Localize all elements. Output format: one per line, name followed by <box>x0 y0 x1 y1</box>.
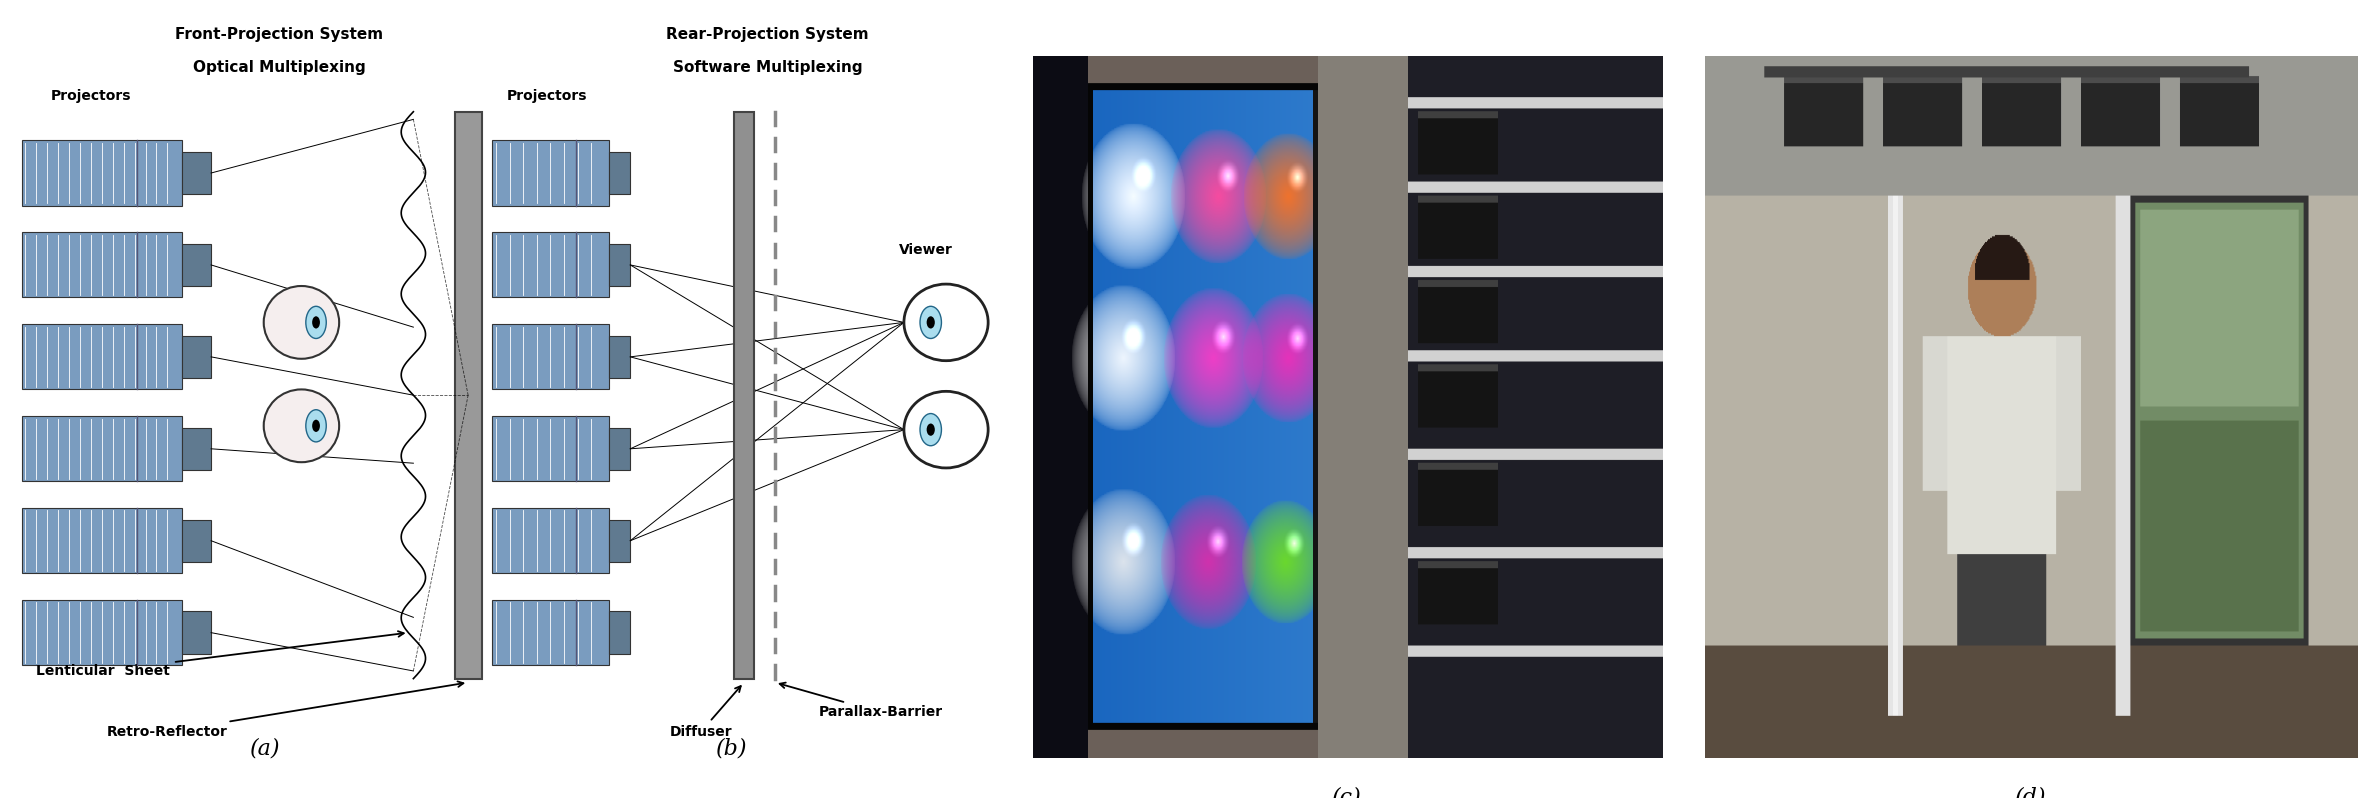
Ellipse shape <box>926 316 935 329</box>
Text: Diffuser: Diffuser <box>669 686 741 739</box>
Text: Software Multiplexing: Software Multiplexing <box>672 61 862 75</box>
Text: Projectors: Projectors <box>50 89 131 103</box>
Bar <box>610 152 631 194</box>
Ellipse shape <box>311 420 320 432</box>
Bar <box>183 243 211 286</box>
Bar <box>491 140 610 206</box>
Text: Projectors: Projectors <box>508 89 589 103</box>
Text: Retro-Reflector: Retro-Reflector <box>107 681 463 739</box>
Ellipse shape <box>904 391 988 468</box>
Bar <box>610 243 631 286</box>
Bar <box>491 600 610 666</box>
Ellipse shape <box>311 316 320 329</box>
Ellipse shape <box>306 306 325 338</box>
Text: (a): (a) <box>249 737 280 759</box>
Ellipse shape <box>264 286 339 359</box>
Bar <box>183 152 211 194</box>
Bar <box>610 428 631 470</box>
Bar <box>183 336 211 378</box>
Bar <box>610 336 631 378</box>
Bar <box>610 519 631 562</box>
Ellipse shape <box>306 409 325 442</box>
Bar <box>734 112 753 678</box>
Ellipse shape <box>264 389 339 462</box>
Bar <box>21 600 183 666</box>
Bar <box>491 232 610 298</box>
Ellipse shape <box>904 284 988 361</box>
Text: Viewer: Viewer <box>900 243 952 257</box>
Text: (d): (d) <box>2016 786 2046 798</box>
Bar <box>21 232 183 298</box>
Text: Rear-Projection System: Rear-Projection System <box>667 27 869 42</box>
Bar <box>610 611 631 654</box>
Bar <box>183 519 211 562</box>
Bar <box>21 508 183 573</box>
Text: (c): (c) <box>1332 786 1363 798</box>
Text: (b): (b) <box>717 737 748 759</box>
Text: Front-Projection System: Front-Projection System <box>176 27 385 42</box>
Bar <box>21 417 183 481</box>
Bar <box>21 324 183 389</box>
Text: Parallax-Barrier: Parallax-Barrier <box>779 682 942 720</box>
Text: Lenticular  Sheet: Lenticular Sheet <box>36 631 404 678</box>
Text: Optical Multiplexing: Optical Multiplexing <box>192 61 366 75</box>
Bar <box>491 417 610 481</box>
Bar <box>183 428 211 470</box>
Bar <box>21 140 183 206</box>
Bar <box>491 508 610 573</box>
Bar <box>183 611 211 654</box>
Bar <box>456 112 482 678</box>
Ellipse shape <box>921 413 942 446</box>
Bar <box>491 324 610 389</box>
Ellipse shape <box>921 306 942 338</box>
Ellipse shape <box>926 424 935 436</box>
